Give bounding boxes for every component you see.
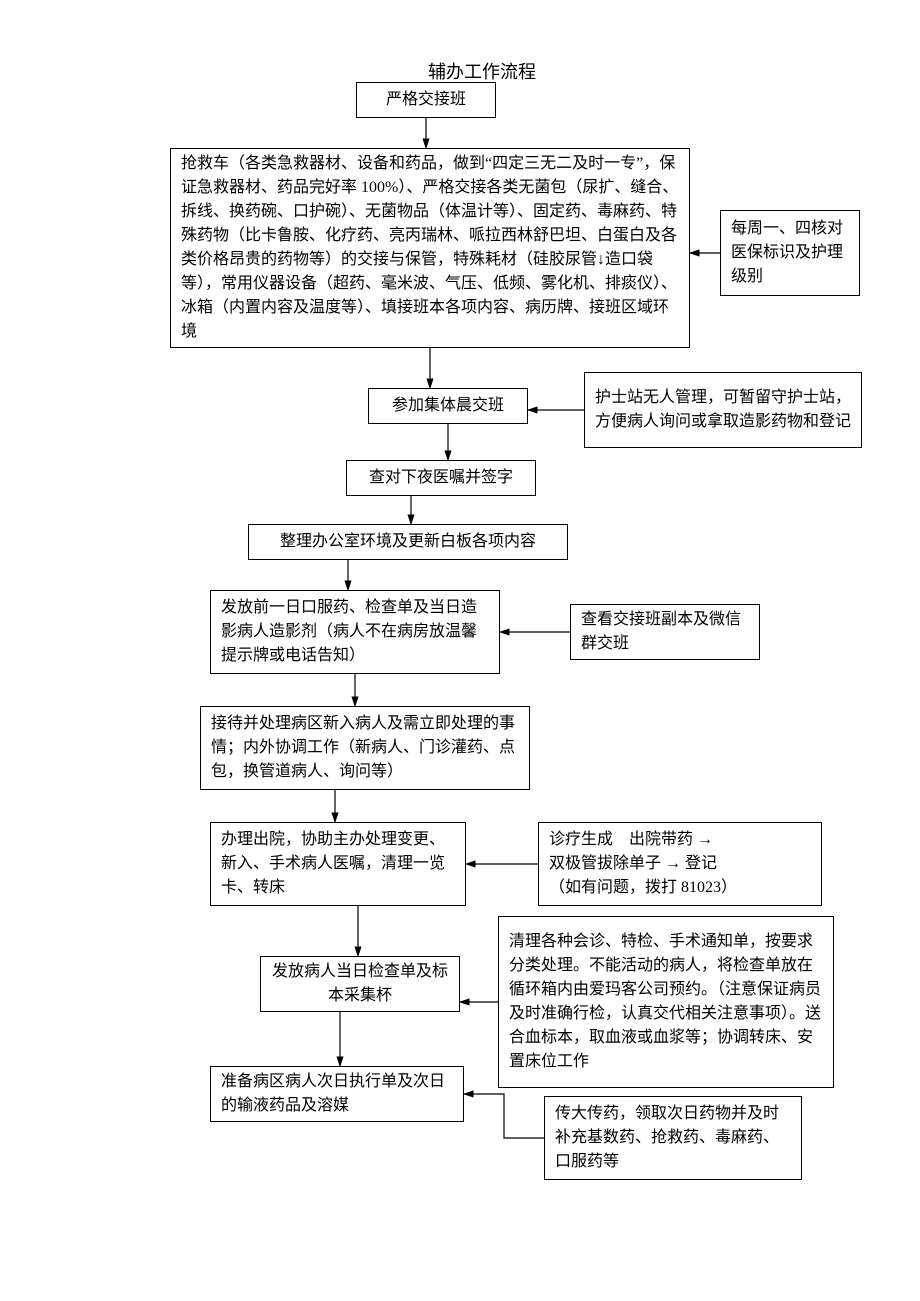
node-weekly-check: 每周一、四核对医保标识及护理级别 — [720, 210, 860, 296]
node-discharge-side: 诊疗生成 出院带药 → 双极管拔除单子 → 登记 （如有问题，拨打 81023） — [538, 822, 822, 906]
node-prepare-nextday: 准备病区病人次日执行单及次日的输液药品及溶媒 — [210, 1066, 464, 1122]
node-check-handover-copy: 查看交接班副本及微信群交班 — [570, 604, 760, 660]
node-rescue-cart: 抢救车（各类急救器材、设备和药品，做到“四定三无二及时一专”，保证急救器材、药品… — [170, 148, 690, 348]
node-receive-patients: 接待并处理病区新入病人及需立即处理的事情；内外协调工作（新病人、门诊灌药、点包，… — [200, 706, 530, 790]
text-line3: 登记 — [685, 855, 717, 872]
text-line2: 双极管拔除单子 — [549, 855, 661, 872]
node-discharge: 办理出院，协助主办处理变更、新入、手术病人医嘱，清理一览卡、转床 — [210, 822, 466, 906]
node-transfer-meds: 传大传药，领取次日药物并及时补充基数药、抢救药、毒麻药、口服药等 — [544, 1096, 802, 1180]
node-nurse-station: 护士站无人管理，可暂留守护士站，方便病人询问或拿取造影药物和登记 — [584, 372, 862, 448]
flowchart-canvas: 辅办工作流程 严格交接班 抢救车（各类急救器材、设备和药品，做到“四定三无二及时… — [0, 0, 920, 1301]
node-clean-consult: 清理各种会诊、特检、手术通知单，按要求分类处理。不能活动的病人，将检查单放在循环… — [498, 916, 834, 1088]
node-dispense-meds: 发放前一日口服药、检查单及当日造影病人造影剂（病人不在病房放温馨提示牌或电话告知… — [210, 590, 500, 674]
node-strict-handover: 严格交接班 — [356, 82, 496, 118]
text-line1: 诊疗生成 出院带药 — [549, 831, 693, 848]
arrow-right-icon: → — [697, 831, 713, 848]
arrow-right-icon: → — [665, 855, 681, 872]
node-morning-handover: 参加集体晨交班 — [368, 388, 528, 424]
node-check-orders: 查对下夜医嘱并签字 — [346, 460, 536, 496]
node-dispense-checksheet: 发放病人当日检查单及标本采集杯 — [260, 956, 460, 1012]
flowchart-title: 辅办工作流程 — [392, 58, 572, 82]
text-line4: （如有问题，拨打 81023） — [549, 876, 811, 900]
node-tidy-office: 整理办公室环境及更新白板各项内容 — [248, 524, 568, 560]
